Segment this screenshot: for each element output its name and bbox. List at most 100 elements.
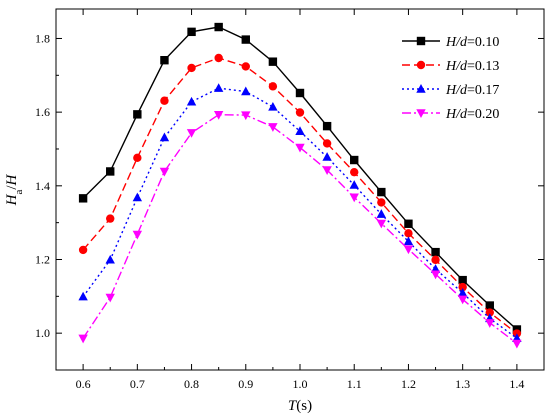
series-line bbox=[82, 87, 518, 339]
series-layer bbox=[78, 22, 522, 349]
data-point bbox=[403, 245, 414, 255]
data-point bbox=[377, 187, 386, 197]
x-axis-unit: (s) bbox=[296, 398, 312, 414]
data-point bbox=[78, 291, 88, 301]
data-point bbox=[105, 293, 115, 303]
data-point bbox=[295, 108, 305, 117]
data-point bbox=[268, 123, 278, 132]
legend-marker bbox=[416, 109, 426, 118]
data-point bbox=[512, 339, 522, 349]
y-axis-slash: / bbox=[4, 185, 20, 190]
data-point bbox=[431, 247, 440, 257]
legend: H/d=0.10H/d=0.13H/d=0.17H/d=0.20 bbox=[402, 35, 499, 122]
legend-label-value: =0.10 bbox=[467, 35, 499, 50]
data-point bbox=[403, 236, 414, 246]
data-point bbox=[377, 198, 386, 207]
data-point bbox=[376, 209, 387, 218]
y-tick-label: 1.0 bbox=[35, 326, 50, 340]
data-point bbox=[241, 62, 250, 71]
x-axis-var: T bbox=[288, 398, 298, 414]
data-point bbox=[187, 27, 196, 37]
data-point bbox=[349, 180, 359, 189]
data-point bbox=[458, 282, 467, 292]
data-point bbox=[241, 111, 251, 121]
x-tick-label: 0.6 bbox=[76, 377, 91, 391]
series-line bbox=[82, 57, 518, 335]
x-tick-label: 1.4 bbox=[509, 377, 524, 391]
data-point bbox=[457, 295, 468, 305]
x-axis-title: T(s) bbox=[288, 398, 312, 414]
data-point bbox=[404, 219, 413, 228]
data-point bbox=[105, 254, 115, 264]
data-point bbox=[133, 153, 142, 163]
data-point bbox=[241, 35, 250, 44]
data-point bbox=[213, 83, 224, 92]
legend-marker bbox=[416, 36, 426, 46]
data-point bbox=[186, 129, 197, 138]
data-point bbox=[295, 88, 305, 98]
legend-label: H/d=0.17 bbox=[445, 83, 499, 98]
x-tick-label: 1.1 bbox=[347, 377, 362, 391]
x-tick-label: 0.7 bbox=[130, 377, 145, 391]
x-tick-label: 1.0 bbox=[293, 377, 308, 391]
legend-label-var: H/d bbox=[445, 59, 468, 74]
data-point bbox=[268, 82, 278, 91]
data-point bbox=[350, 155, 359, 165]
axis-ticks: 0.6 0.7 0.8 0.9 1.0 1.1 1.2 1.3 1.4 1.0 1.2 1.4 1.6 1… bbox=[35, 9, 544, 391]
data-point bbox=[187, 63, 196, 73]
y-tick-label: 1.4 bbox=[35, 179, 50, 193]
x-tick-label: 1.3 bbox=[455, 377, 470, 391]
data-point bbox=[160, 96, 169, 105]
legend-marker bbox=[416, 60, 426, 70]
data-point bbox=[160, 56, 169, 65]
data-point bbox=[430, 270, 441, 280]
legend-label-var: H/d bbox=[445, 35, 468, 50]
legend-label-var: H/d bbox=[445, 83, 468, 98]
legend-label-value: =0.20 bbox=[467, 107, 499, 122]
data-point bbox=[485, 319, 495, 328]
data-point bbox=[132, 230, 143, 240]
data-point bbox=[106, 167, 115, 176]
data-point bbox=[485, 301, 494, 310]
data-point bbox=[431, 255, 440, 265]
y-axis-sub: a bbox=[13, 190, 25, 195]
series-2 bbox=[78, 53, 522, 338]
data-point bbox=[133, 110, 142, 119]
data-point bbox=[268, 57, 278, 66]
data-point bbox=[295, 143, 305, 153]
legend-label: H/d=0.20 bbox=[445, 107, 499, 122]
data-point bbox=[106, 214, 115, 223]
y-axis-title: Ha/H bbox=[4, 173, 25, 206]
x-tick-label: 0.9 bbox=[238, 377, 253, 391]
legend-label: H/d=0.10 bbox=[445, 35, 499, 50]
data-point bbox=[132, 192, 143, 202]
data-point bbox=[322, 139, 332, 148]
legend-label-var: H/d bbox=[445, 107, 468, 122]
legend-label-value: =0.13 bbox=[467, 59, 499, 74]
data-point bbox=[78, 245, 88, 255]
legend-marker bbox=[416, 84, 426, 93]
y-tick-label: 1.8 bbox=[35, 31, 50, 45]
legend-label: H/d=0.13 bbox=[445, 59, 499, 74]
legend-label-value: =0.17 bbox=[467, 83, 499, 98]
y-axis-var: H bbox=[4, 193, 20, 206]
data-point bbox=[322, 152, 332, 161]
series-4 bbox=[78, 111, 522, 349]
y-axis-var2: H bbox=[4, 173, 20, 186]
data-point bbox=[322, 121, 332, 131]
data-point bbox=[241, 86, 251, 96]
data-point bbox=[78, 334, 88, 344]
data-point bbox=[295, 126, 305, 135]
x-tick-label: 0.8 bbox=[184, 377, 199, 391]
data-point bbox=[159, 167, 170, 177]
data-point bbox=[214, 22, 223, 32]
data-point bbox=[322, 166, 332, 175]
data-point bbox=[213, 111, 224, 120]
data-point bbox=[186, 96, 197, 106]
data-point bbox=[214, 53, 223, 63]
x-tick-label: 1.2 bbox=[401, 377, 416, 391]
data-point bbox=[457, 288, 468, 297]
data-point bbox=[458, 275, 467, 285]
data-point bbox=[78, 194, 88, 203]
y-tick-label: 1.6 bbox=[35, 105, 50, 119]
